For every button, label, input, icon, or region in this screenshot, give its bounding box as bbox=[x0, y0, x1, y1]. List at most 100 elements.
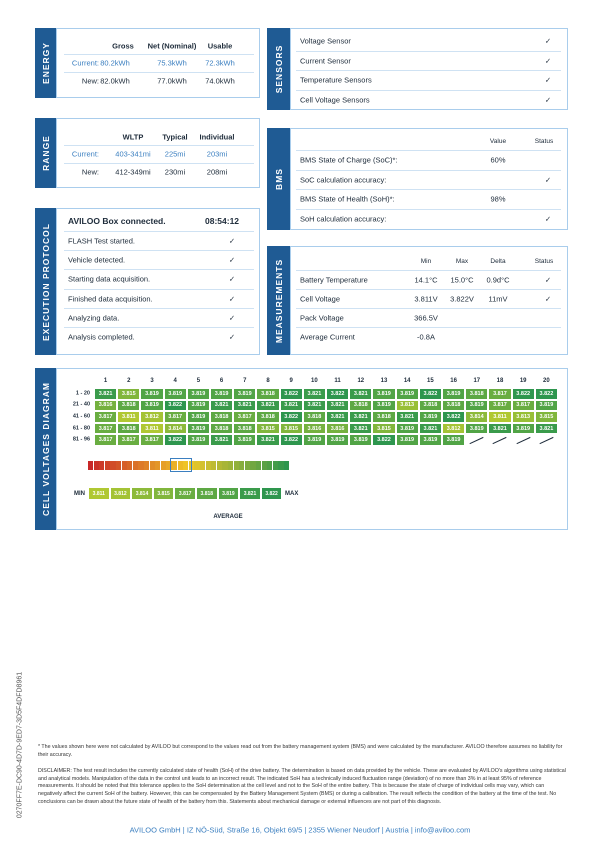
column-number: 13 bbox=[380, 378, 388, 384]
cell-voltage: 3.821 bbox=[326, 411, 350, 423]
sensor: Current Sensor bbox=[300, 55, 351, 65]
section-title: RANGE bbox=[40, 135, 51, 171]
gradient-segment bbox=[261, 461, 267, 470]
cell-voltage: 3.818 bbox=[465, 388, 489, 400]
cell-voltage: 3.818 bbox=[210, 411, 234, 423]
cell-voltage: 3.816 bbox=[94, 399, 118, 412]
value: 403-341mi bbox=[115, 149, 151, 159]
scale-average: AVERAGE bbox=[213, 514, 243, 520]
section-title: SENSORS bbox=[273, 44, 284, 94]
separator bbox=[296, 208, 561, 210]
value: 11mV bbox=[488, 294, 508, 304]
gradient-segment bbox=[228, 461, 234, 470]
value: 203mi bbox=[206, 149, 228, 159]
cell-voltage: 3.815 bbox=[372, 422, 396, 435]
separator bbox=[64, 163, 254, 164]
column-number: 11 bbox=[334, 378, 341, 384]
check: ✓ bbox=[228, 313, 236, 323]
column-header: Net (Nominal) bbox=[147, 41, 197, 51]
cell-voltage: 3.822 bbox=[372, 434, 396, 446]
value: 366.5V bbox=[414, 313, 438, 323]
step: Starting data acquisition. bbox=[68, 274, 151, 284]
panel bbox=[290, 128, 568, 230]
separator bbox=[64, 250, 254, 252]
cell-voltage: 3.817 bbox=[488, 388, 512, 400]
value: 14.1°C bbox=[414, 275, 438, 285]
cell-voltage: 3.817 bbox=[163, 411, 187, 423]
check: ✓ bbox=[228, 293, 236, 303]
cell-voltage: 3.821 bbox=[349, 388, 373, 400]
gradient-segment bbox=[132, 461, 138, 470]
status: AVILOO Box connected. bbox=[68, 215, 166, 226]
cell-voltage: 3.819 bbox=[534, 399, 558, 412]
separator bbox=[64, 288, 254, 290]
gradient-segment bbox=[121, 461, 127, 470]
gradient-segment bbox=[222, 461, 228, 470]
gradient-segment bbox=[155, 461, 161, 470]
value: 3.822V bbox=[450, 294, 474, 304]
column-number: 6 bbox=[219, 378, 224, 384]
row-label: Current: bbox=[71, 149, 99, 159]
column-header: Gross bbox=[112, 41, 134, 51]
panel bbox=[56, 28, 260, 98]
scale-value: 3.812 bbox=[109, 487, 132, 500]
panel bbox=[56, 208, 260, 355]
cell-voltage: 3.822 bbox=[442, 411, 466, 423]
gradient-segment bbox=[194, 461, 200, 470]
column-number: 5 bbox=[196, 378, 201, 384]
separator bbox=[64, 327, 254, 328]
cell-voltage: 3.822 bbox=[418, 388, 442, 400]
cell-voltage: 3.821 bbox=[395, 411, 419, 423]
row-label: Battery Temperature bbox=[300, 275, 368, 285]
gradient-segment bbox=[244, 461, 250, 470]
separator bbox=[64, 54, 254, 55]
cell-voltage: 3.819 bbox=[163, 388, 187, 400]
scale-value: 3.822 bbox=[260, 487, 283, 500]
cell-voltage: 3.813 bbox=[511, 411, 535, 423]
value: 80.2kWh bbox=[100, 58, 130, 68]
disclaimer: DISCLAIMER: The test result includes the… bbox=[38, 768, 566, 805]
cell-voltage: 3.819 bbox=[349, 434, 373, 446]
check: ✓ bbox=[228, 274, 236, 284]
cell-voltage: 3.812 bbox=[442, 422, 466, 435]
cell-voltage: 3.818 bbox=[418, 399, 442, 412]
value: 77.0kWh bbox=[157, 76, 187, 86]
row-label: 81 - 96 bbox=[72, 436, 90, 443]
check: ✓ bbox=[228, 255, 236, 265]
sensor: Voltage Sensor bbox=[300, 36, 351, 46]
cell-voltage: 3.818 bbox=[210, 422, 234, 435]
row-label: 1 - 20 bbox=[75, 390, 90, 397]
cell-voltage: 3.821 bbox=[94, 388, 118, 400]
gradient-segment bbox=[104, 461, 110, 470]
scale-max: MAX bbox=[285, 491, 299, 497]
cell-voltage: 3.821 bbox=[349, 411, 373, 423]
cell-voltage: 3.819 bbox=[372, 399, 396, 412]
step: Vehicle detected. bbox=[68, 255, 126, 265]
column-number: 16 bbox=[450, 378, 457, 384]
value: 225mi bbox=[164, 149, 186, 159]
cell-voltage: 3.818 bbox=[256, 388, 280, 400]
value: 75.3kWh bbox=[157, 58, 187, 68]
column-number: 17 bbox=[473, 378, 481, 384]
row-label: SoH calculation accuracy: bbox=[300, 213, 387, 223]
column-number: 10 bbox=[311, 378, 318, 384]
gradient-segment bbox=[233, 461, 239, 470]
column-number: 18 bbox=[496, 378, 504, 384]
gradient-segment bbox=[160, 461, 166, 470]
cell-voltage: 3.822 bbox=[163, 399, 187, 412]
cell-voltage: 3.819 bbox=[140, 388, 164, 400]
scale-value: 3.821 bbox=[239, 487, 261, 500]
section-title: CELL VOLTAGES DIAGRAM bbox=[40, 382, 51, 516]
cell-voltage: 3.817 bbox=[511, 399, 535, 412]
cell-voltage: 3.819 bbox=[372, 388, 396, 400]
cell-voltage: 3.819 bbox=[465, 422, 489, 435]
cell-voltage: 3.817 bbox=[94, 411, 118, 423]
cell-voltage: 3.819 bbox=[442, 434, 466, 446]
gradient-segment bbox=[93, 461, 99, 470]
value: 82.0kWh bbox=[100, 76, 130, 86]
column-number: 9 bbox=[289, 378, 293, 384]
cell-voltage: 3.819 bbox=[442, 388, 466, 400]
separator bbox=[296, 189, 561, 190]
gradient-segment bbox=[116, 461, 122, 470]
separator bbox=[296, 289, 561, 290]
